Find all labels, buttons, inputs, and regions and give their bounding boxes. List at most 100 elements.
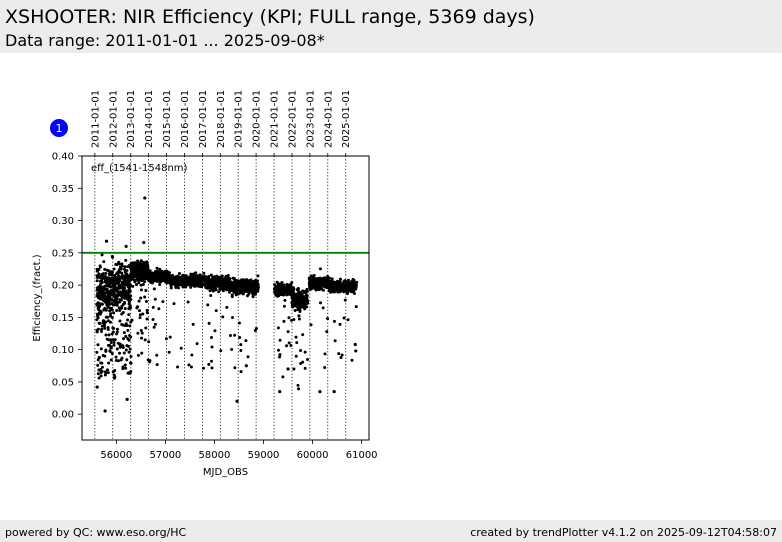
data-point xyxy=(139,283,143,287)
data-point xyxy=(97,355,101,359)
data-point xyxy=(309,323,313,327)
data-point xyxy=(338,283,342,287)
data-point xyxy=(101,320,105,324)
top-axis-label: 2013-01-01 xyxy=(126,90,137,148)
data-point xyxy=(334,284,338,288)
data-point xyxy=(128,324,132,328)
data-point xyxy=(139,329,143,333)
data-point xyxy=(210,359,214,363)
data-point xyxy=(104,271,108,275)
data-point xyxy=(232,277,236,281)
data-point xyxy=(318,301,322,305)
data-point xyxy=(207,283,211,287)
data-point xyxy=(222,279,226,283)
data-point xyxy=(139,264,143,268)
data-point xyxy=(112,341,116,345)
data-point xyxy=(153,297,157,301)
data-point xyxy=(137,281,141,285)
data-point xyxy=(99,347,103,351)
data-point xyxy=(207,321,211,325)
data-point xyxy=(352,291,356,295)
data-point xyxy=(116,359,120,363)
data-point xyxy=(120,356,124,360)
data-point xyxy=(97,285,101,289)
data-point xyxy=(337,352,341,356)
data-point xyxy=(202,271,206,275)
data-point xyxy=(100,361,104,365)
data-point xyxy=(209,294,213,298)
data-point xyxy=(133,272,137,276)
data-point xyxy=(106,327,110,331)
data-point xyxy=(129,361,133,365)
data-point xyxy=(98,289,102,293)
data-point xyxy=(137,272,141,276)
top-axis-label: 2025-01-01 xyxy=(341,90,352,148)
data-point xyxy=(254,289,258,293)
data-point xyxy=(104,308,108,312)
data-point xyxy=(189,279,193,283)
data-point xyxy=(120,295,124,299)
marker-badge xyxy=(50,119,68,137)
data-point xyxy=(96,274,100,278)
data-point xyxy=(206,277,210,281)
data-point xyxy=(290,318,294,322)
x-axis-label: MJD_OBS xyxy=(203,467,248,478)
data-point xyxy=(124,322,128,326)
data-point xyxy=(129,262,133,266)
data-point xyxy=(196,274,200,278)
top-axis-label: 2022-01-01 xyxy=(287,90,298,148)
data-point xyxy=(214,309,218,313)
x-axis-tick-label: 61000 xyxy=(346,450,378,461)
top-axis-label: 2012-01-01 xyxy=(108,90,119,148)
data-point xyxy=(342,316,346,320)
data-point xyxy=(96,372,100,376)
data-point xyxy=(244,284,248,288)
data-point xyxy=(118,300,122,304)
top-axis-label: 2011-01-01 xyxy=(90,90,101,148)
data-point xyxy=(350,358,354,362)
data-point xyxy=(145,311,149,315)
data-point xyxy=(239,287,243,291)
data-point xyxy=(131,269,135,273)
y-axis-tick-label: 0.10 xyxy=(52,345,74,356)
data-point xyxy=(217,283,221,287)
data-point xyxy=(243,281,247,285)
data-point xyxy=(124,244,128,248)
data-point xyxy=(115,295,119,299)
data-point xyxy=(253,285,257,289)
data-point xyxy=(297,317,301,321)
data-point xyxy=(110,279,114,283)
data-point xyxy=(338,322,342,326)
data-point xyxy=(301,333,305,337)
footer-powered-by: powered by QC: www.eso.org/HC xyxy=(5,526,187,539)
data-point xyxy=(147,275,151,279)
data-point xyxy=(189,285,193,289)
data-point xyxy=(273,283,277,287)
data-point xyxy=(207,274,211,278)
data-point xyxy=(116,280,120,284)
data-point xyxy=(148,269,152,273)
data-point xyxy=(139,296,143,300)
data-point xyxy=(101,293,105,297)
data-point xyxy=(195,342,199,346)
data-point xyxy=(291,291,295,295)
data-point xyxy=(217,290,221,294)
data-point xyxy=(330,277,334,281)
data-point xyxy=(287,316,291,320)
data-point xyxy=(278,389,282,394)
data-point xyxy=(113,283,117,287)
data-point xyxy=(127,286,131,290)
data-point xyxy=(342,281,346,285)
data-point xyxy=(237,321,241,325)
data-point xyxy=(239,348,243,352)
data-point xyxy=(158,283,162,287)
data-point xyxy=(104,298,108,302)
data-point xyxy=(354,305,358,309)
data-point xyxy=(289,343,293,347)
data-point xyxy=(117,306,121,310)
data-point xyxy=(274,292,278,296)
data-point xyxy=(109,338,113,342)
data-point xyxy=(112,326,116,330)
data-point xyxy=(119,267,123,271)
